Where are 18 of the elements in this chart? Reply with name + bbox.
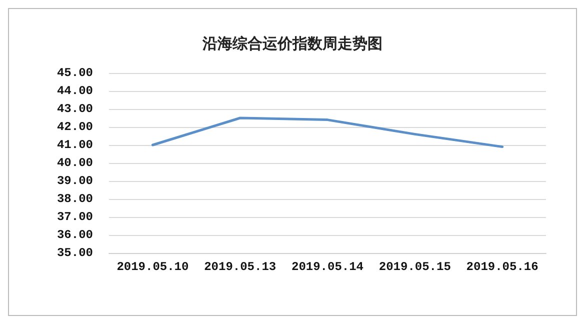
line-series	[151, 116, 504, 148]
x-tick-label: 2019.05.15	[378, 260, 451, 274]
y-tick-label: 41.00	[56, 138, 93, 152]
y-tick-label: 39.00	[56, 174, 93, 188]
y-tick-label: 38.00	[56, 192, 93, 206]
y-tick-label: 43.00	[56, 102, 93, 116]
y-tick-label: 42.00	[56, 120, 93, 134]
y-tick-label: 44.00	[56, 84, 93, 98]
x-tick-label: 2019.05.13	[204, 260, 276, 274]
y-tick-label: 40.00	[56, 156, 93, 170]
y-tick-label: 36.00	[56, 228, 93, 242]
y-tick-label: 37.00	[56, 210, 93, 224]
x-tick-label: 2019.05.16	[466, 260, 538, 274]
x-tick-label: 2019.05.14	[291, 260, 364, 274]
chart-title: 沿海综合运价指数周走势图	[202, 34, 382, 52]
y-tick-label: 45.00	[56, 66, 93, 80]
y-tick-label: 35.00	[56, 246, 93, 260]
x-tick-label: 2019.05.10	[116, 260, 189, 274]
